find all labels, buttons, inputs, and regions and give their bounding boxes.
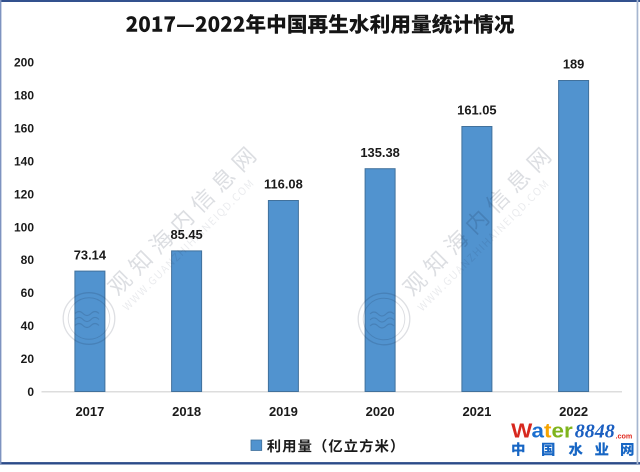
svg-text:2022: 2022 (559, 404, 588, 419)
svg-text:2018: 2018 (172, 404, 201, 419)
svg-text:140: 140 (14, 154, 34, 168)
svg-text:2017: 2017 (75, 404, 104, 419)
svg-text:2020: 2020 (366, 404, 395, 419)
svg-text:73.14: 73.14 (74, 247, 107, 262)
svg-text:100: 100 (14, 220, 34, 234)
svg-text:116.08: 116.08 (264, 177, 303, 192)
svg-text:0: 0 (27, 385, 34, 399)
svg-text:135.38: 135.38 (360, 145, 399, 160)
svg-text:180: 180 (14, 89, 34, 103)
svg-text:20: 20 (21, 352, 35, 366)
svg-text:120: 120 (14, 187, 34, 201)
svg-text:60: 60 (21, 286, 35, 300)
svg-text:2019: 2019 (269, 404, 298, 419)
svg-text:161.05: 161.05 (457, 103, 496, 118)
svg-text:80: 80 (21, 253, 35, 267)
svg-text:40: 40 (21, 319, 35, 333)
svg-text:.com: .com (616, 431, 633, 440)
svg-text:189: 189 (563, 57, 585, 72)
svg-text:85.45: 85.45 (170, 227, 202, 242)
svg-text:2021: 2021 (462, 404, 491, 419)
svg-text:8848: 8848 (575, 420, 615, 442)
svg-text:200: 200 (14, 56, 34, 70)
svg-text:160: 160 (14, 122, 34, 136)
